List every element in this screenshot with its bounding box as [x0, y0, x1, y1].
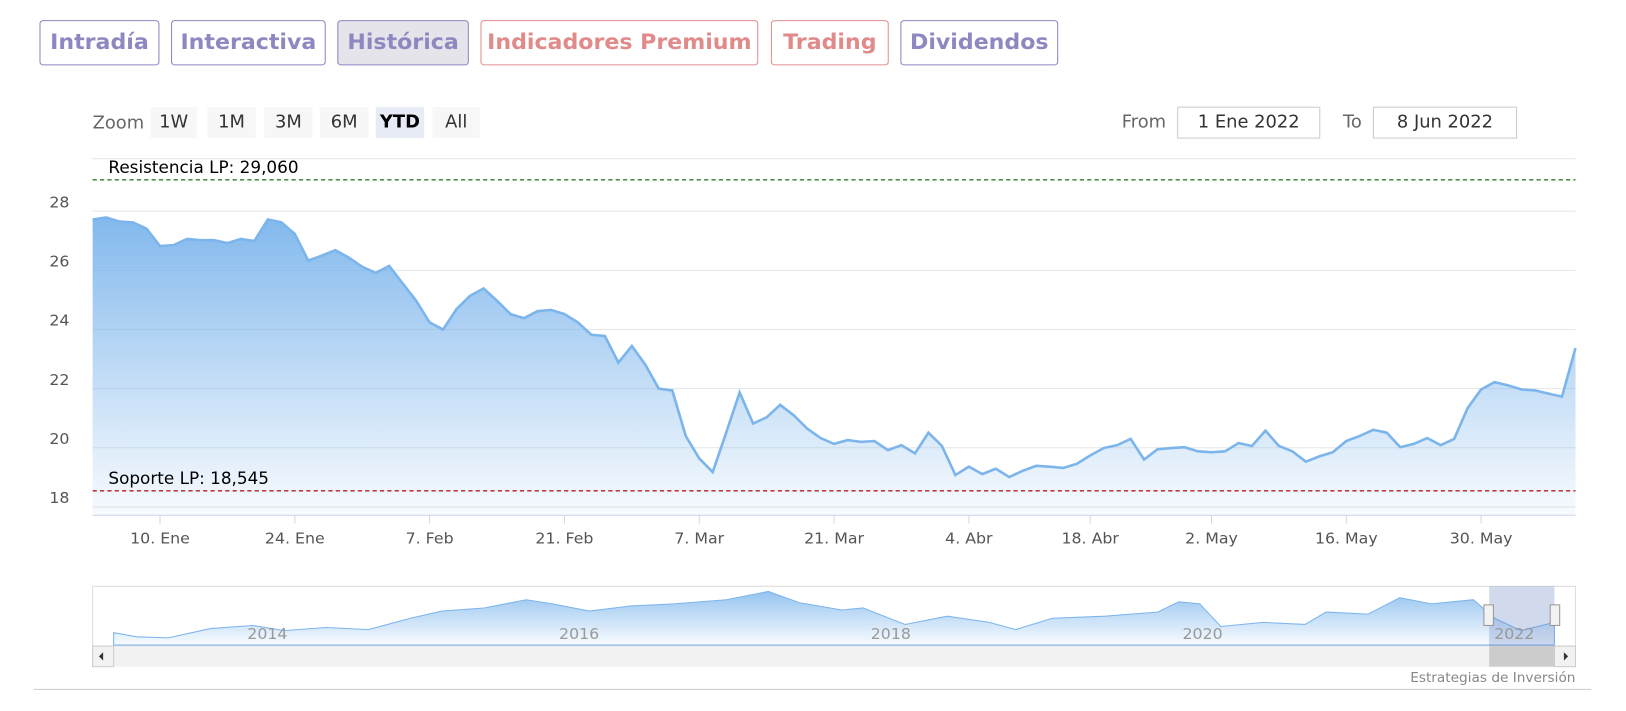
plot: 18 20 22 24 26 28 10. Ene 24. Ene 7. Feb 21. Feb 7…: [49, 158, 1577, 548]
zoom-button[interactable]: [319, 107, 369, 139]
zoom-button[interactable]: [207, 107, 256, 139]
y-tick-label: 24: [49, 312, 69, 330]
x-tick-label: 4. Abr: [945, 530, 993, 548]
x-tick-label: 7. Feb: [406, 530, 454, 548]
navigator-label: 2020: [1183, 625, 1223, 643]
navigator-handle[interactable]: [1549, 604, 1561, 626]
tab[interactable]: [39, 20, 160, 66]
tab-label[interactable]: Trading: [783, 30, 876, 55]
navigator-handle[interactable]: [1483, 604, 1494, 626]
tab[interactable]: [480, 20, 759, 66]
navigator-label: 2022: [1494, 625, 1534, 643]
tab-active[interactable]: [337, 20, 469, 66]
x-tick-label: 24. Ene: [265, 530, 325, 548]
plot-line-label: Resistencia LP: 29,060: [108, 158, 298, 177]
tab[interactable]: [770, 20, 889, 66]
x-tick-label: 2. May: [1185, 530, 1238, 548]
tab[interactable]: [900, 20, 1059, 66]
y-tick-label: 26: [49, 253, 69, 271]
tab-label[interactable]: Histórica: [347, 30, 458, 55]
tab[interactable]: [171, 20, 326, 66]
from-input[interactable]: [1177, 106, 1321, 139]
area-fill: [92, 217, 1576, 516]
navigator-label: 2018: [871, 625, 911, 643]
tab-label[interactable]: Intradía: [50, 30, 149, 55]
zoom-button-label[interactable]: All: [445, 113, 467, 133]
tabs: Intradía Interactiva Histórica Indicador…: [39, 20, 1059, 66]
tab-label[interactable]: Indicadores Premium: [487, 30, 751, 55]
zoom-button-label[interactable]: 1W: [159, 113, 188, 133]
zoom-button[interactable]: [264, 107, 313, 139]
navigator: [92, 585, 1577, 668]
y-tick-label: 20: [49, 430, 69, 448]
to-value[interactable]: 8 Jun 2022: [1397, 113, 1493, 133]
to-input[interactable]: [1372, 106, 1518, 139]
x-tick-label: 16. May: [1315, 530, 1378, 548]
x-tick-label: 18. Abr: [1061, 530, 1119, 548]
credits: Estrategias de Inversión: [1410, 670, 1575, 686]
to-label: To: [1342, 113, 1362, 133]
tab-label[interactable]: Dividendos: [910, 30, 1049, 55]
zoom-button[interactable]: [432, 107, 480, 139]
from-label: From: [1122, 113, 1166, 133]
zoom-button-label[interactable]: 1M: [218, 113, 245, 133]
range-selector: Zoom 1W 1M 3M 6M YTD All From 1 Ene 2022…: [93, 106, 1518, 139]
navigator-label: 2014: [247, 625, 287, 643]
y-tick-label: 28: [49, 194, 69, 212]
navigator-mask[interactable]: [1489, 586, 1555, 647]
plot-line-label: Soporte LP: 18,545: [108, 469, 269, 488]
zoom-button-label[interactable]: YTD: [379, 113, 420, 133]
x-tick-label: 10. Ene: [130, 530, 190, 548]
zoom-button[interactable]: [150, 107, 197, 139]
scrollbar-thumb[interactable]: [1489, 646, 1555, 667]
from-value[interactable]: 1 Ene 2022: [1198, 113, 1300, 133]
scrollbar-button[interactable]: [1553, 645, 1577, 668]
tab-label[interactable]: Interactiva: [180, 30, 316, 55]
navigator-series: [113, 590, 1555, 646]
scrollbar-button[interactable]: [92, 645, 115, 668]
navigator-label: 2016: [559, 625, 599, 643]
zoom-button-label[interactable]: 3M: [275, 113, 302, 133]
x-tick-label: 21. Feb: [535, 530, 593, 548]
x-tick-label: 30. May: [1450, 530, 1513, 548]
zoom-button-active[interactable]: [375, 107, 425, 139]
scrollbar-track[interactable]: [92, 646, 1576, 667]
zoom-button-label[interactable]: 6M: [331, 113, 358, 133]
price-line: [92, 216, 1577, 479]
x-tick-label: 21. Mar: [804, 530, 864, 548]
y-tick-label: 18: [49, 489, 69, 507]
zoom-label: Zoom: [93, 114, 145, 134]
y-tick-label: 22: [49, 371, 69, 389]
x-tick-label: 7. Mar: [674, 530, 724, 548]
